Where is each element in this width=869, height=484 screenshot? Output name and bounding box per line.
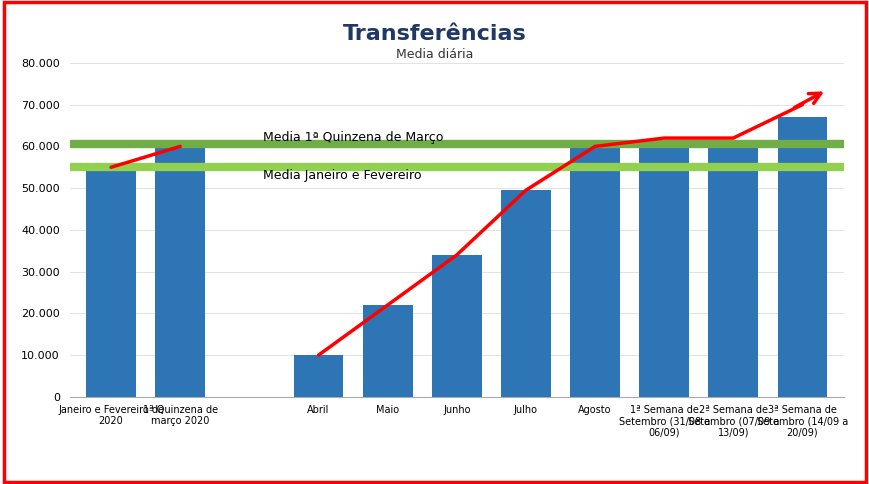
Bar [569, 146, 620, 397]
Text: Media diária: Media diária [396, 48, 473, 61]
Text: Transferências: Transferências [342, 24, 527, 44]
Bar [707, 140, 757, 397]
Bar [431, 255, 481, 397]
Bar [293, 355, 343, 397]
Bar [156, 146, 205, 397]
Text: Media 1ª Quinzena de Março: Media 1ª Quinzena de Março [262, 131, 443, 144]
Text: Media Janeiro e Fevereiro: Media Janeiro e Fevereiro [262, 169, 421, 182]
Bar [362, 305, 412, 397]
Bar [501, 190, 550, 397]
Bar [86, 167, 136, 397]
Bar [777, 117, 826, 397]
Bar [639, 142, 688, 397]
